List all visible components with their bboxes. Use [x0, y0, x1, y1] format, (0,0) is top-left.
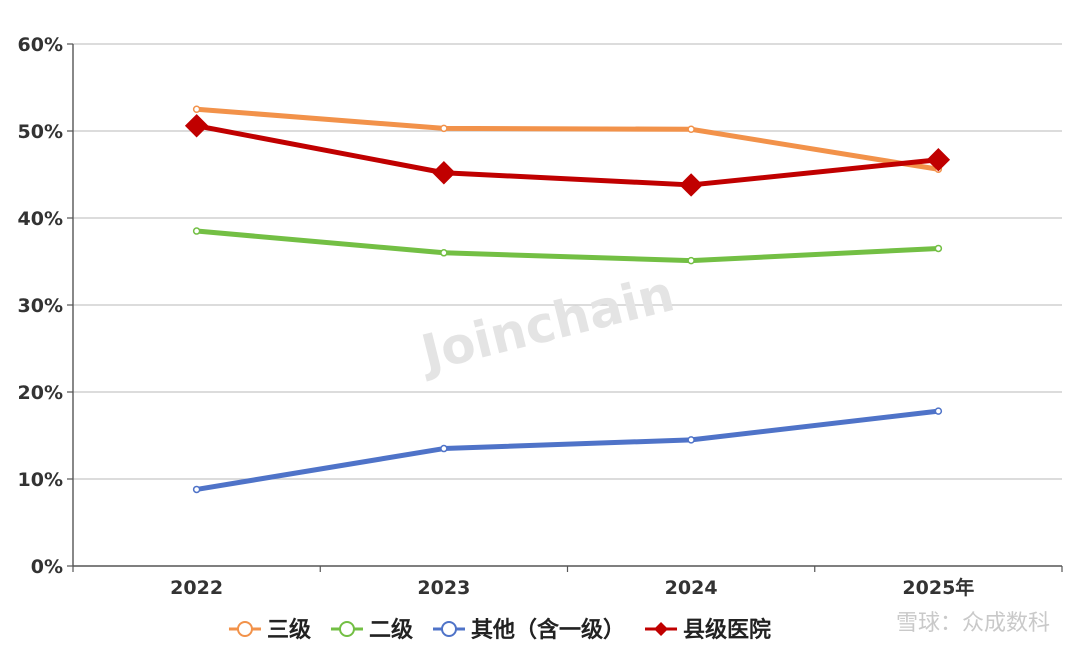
- legend-swatch-marker: [654, 622, 669, 636]
- x-tick-label: 2023: [417, 577, 470, 599]
- y-tick-label: 30%: [18, 295, 63, 317]
- y-tick-label: 0%: [31, 556, 63, 578]
- data-point: [440, 249, 448, 257]
- legend-item-2: 二级: [330, 617, 413, 643]
- legend-item-1: 三级: [228, 617, 311, 643]
- data-point: [440, 444, 448, 453]
- legend-label: 二级: [369, 617, 413, 643]
- legend-swatch-marker: [441, 621, 457, 637]
- legend-swatch-marker: [236, 621, 253, 637]
- y-tick-label: 40%: [18, 208, 63, 230]
- y-axis-tick-labels: 0% 10% 20% 30% 40% 50% 60%: [18, 34, 63, 578]
- x-tick-label: 2022: [170, 577, 223, 599]
- legend-swatch-marker: [338, 621, 355, 637]
- series-4: [184, 114, 951, 197]
- data-point: [192, 227, 201, 235]
- legend-label: 三级: [267, 617, 311, 643]
- data-point: [192, 485, 201, 494]
- data-point: [926, 148, 951, 172]
- series-line: [194, 106, 941, 172]
- y-tick-label: 20%: [18, 382, 63, 404]
- data-point: [687, 256, 695, 265]
- corner-watermark: 雪球：众成数科: [896, 611, 1050, 636]
- x-tick-label: 2024: [665, 577, 718, 599]
- y-tick-label: 10%: [18, 469, 63, 491]
- axes: [67, 43, 1063, 572]
- legend-item-4: 县级医院: [645, 617, 771, 643]
- data-point: [687, 436, 695, 444]
- watermark: Joinchain: [413, 264, 680, 383]
- series-3: [192, 407, 943, 494]
- data-point: [679, 173, 703, 197]
- series-1: [192, 105, 943, 174]
- series-line: [194, 228, 941, 264]
- x-axis-tick-labels: 2022 2023 2024 2025年: [170, 576, 974, 599]
- data-point: [934, 407, 943, 415]
- legend-label: 县级医院: [683, 617, 771, 643]
- y-tick-label: 50%: [18, 121, 63, 143]
- series-line: [194, 408, 941, 492]
- series-line: [194, 123, 941, 188]
- data-point: [934, 244, 943, 253]
- data-point: [432, 161, 456, 185]
- data-point: [184, 114, 209, 138]
- x-tick-label: 2025年: [902, 576, 974, 599]
- legend-label: 其他（含一级）: [471, 617, 625, 643]
- data-point: [192, 105, 201, 113]
- legend: 三级 二级 其他（含一级） 县级医院: [228, 617, 771, 643]
- y-tick-label: 60%: [18, 34, 63, 56]
- data-point: [687, 125, 695, 134]
- series-2: [192, 227, 943, 265]
- series-layer: [184, 105, 951, 494]
- data-point: [440, 124, 448, 133]
- legend-item-3: 其他（含一级）: [433, 617, 625, 643]
